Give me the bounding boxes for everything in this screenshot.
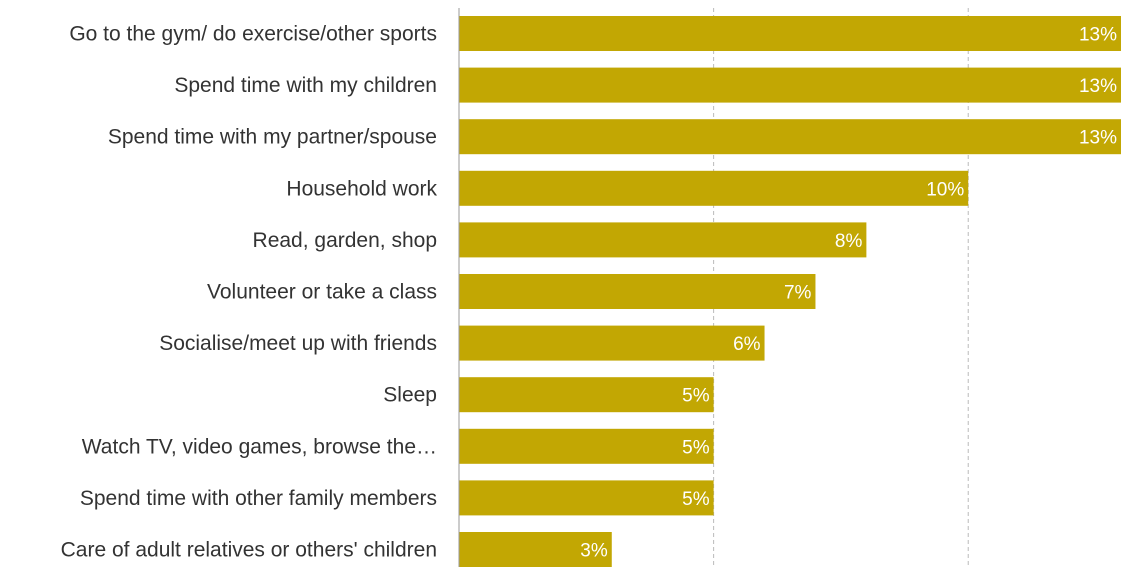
- category-label: Spend time with other family members: [80, 487, 437, 510]
- category-label: Volunteer or take a class: [207, 281, 437, 304]
- value-label: 5%: [682, 489, 710, 510]
- value-label: 13%: [1079, 128, 1117, 149]
- category-label: Read, garden, shop: [253, 229, 437, 252]
- category-label: Go to the gym/ do exercise/other sports: [69, 23, 437, 46]
- value-label: 7%: [784, 283, 812, 304]
- bar-3: [459, 119, 1121, 155]
- category-label: Watch TV, video games, browse the…: [82, 435, 437, 458]
- bar-11: [459, 532, 612, 567]
- label-layer: Go to the gym/ do exercise/other sports 1…: [61, 23, 1117, 562]
- value-label: 13%: [1079, 76, 1117, 97]
- bar-10: [459, 480, 714, 516]
- value-label: 13%: [1079, 25, 1117, 46]
- value-label: 5%: [682, 386, 710, 407]
- category-label: Socialise/meet up with friends: [159, 332, 437, 355]
- bar-9: [459, 428, 714, 464]
- value-label: 6%: [733, 334, 761, 355]
- category-label: Sleep: [383, 384, 437, 407]
- bar-1: [459, 16, 1121, 51]
- value-label: 5%: [682, 437, 710, 458]
- bar-6: [459, 274, 816, 309]
- value-label: 3%: [580, 541, 608, 562]
- bar-layer: [459, 16, 1121, 567]
- category-label: Spend time with my children: [174, 74, 437, 97]
- bar-5: [459, 222, 867, 258]
- bar-2: [459, 67, 1121, 103]
- category-label: Spend time with my partner/spouse: [108, 126, 437, 149]
- bar-7: [459, 325, 765, 361]
- value-label: 8%: [835, 231, 863, 252]
- value-label: 10%: [926, 179, 964, 200]
- category-label: Household work: [286, 177, 437, 200]
- bar-4: [459, 170, 969, 206]
- bar-8: [459, 377, 714, 413]
- category-label: Care of adult relatives or others' child…: [61, 539, 437, 562]
